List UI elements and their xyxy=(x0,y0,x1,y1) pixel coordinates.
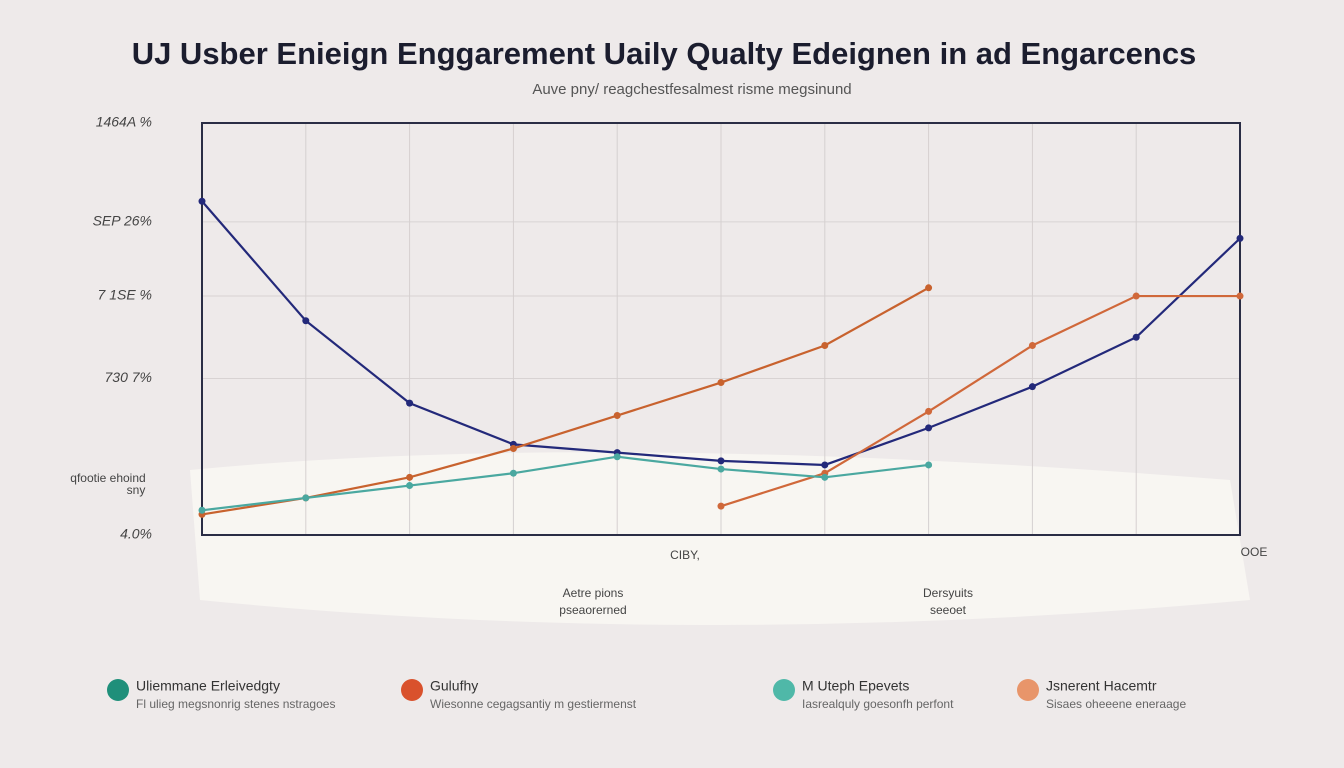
legend-label: Gulufhy xyxy=(430,678,478,694)
chart-subtitle: Auve pny/ reagchestfesalmest risme megsi… xyxy=(532,81,851,98)
annotation: OOE xyxy=(1241,545,1268,559)
data-point xyxy=(302,317,310,325)
data-point xyxy=(1028,383,1036,391)
data-point xyxy=(925,284,933,292)
data-point xyxy=(613,453,621,461)
annotation: pseaorerned xyxy=(559,603,626,617)
annotation: Dersyuits xyxy=(923,586,973,600)
data-point xyxy=(302,494,310,502)
legend-swatch xyxy=(773,679,795,701)
data-point xyxy=(925,461,933,469)
data-point xyxy=(613,412,621,420)
legend-label: Jsnerent Hacemtr xyxy=(1046,678,1157,694)
data-point xyxy=(1132,333,1140,341)
data-point xyxy=(1028,341,1036,349)
legend-description: Wiesonne cegagsantiy m gestiermenst xyxy=(430,697,637,711)
y-tick-label: 4.0% xyxy=(120,526,152,542)
data-point xyxy=(406,399,414,407)
data-point xyxy=(717,502,725,510)
series-line xyxy=(201,455,929,512)
data-point xyxy=(1236,234,1244,242)
legend-swatch xyxy=(1017,679,1039,701)
series-line xyxy=(201,286,930,516)
y-tick-label: 730 7% xyxy=(105,369,152,385)
data-point xyxy=(406,473,414,481)
plot-frame xyxy=(201,122,1241,536)
annotation: seeoet xyxy=(930,603,967,617)
data-point xyxy=(509,469,517,477)
y-tick-label: SEP 26% xyxy=(93,213,152,229)
legend-description: Iasrealquly goesonfh perfont xyxy=(802,697,954,711)
data-point xyxy=(821,341,829,349)
data-point xyxy=(717,379,725,387)
backdrop xyxy=(190,452,1250,625)
data-point xyxy=(1236,292,1244,300)
legend-swatch xyxy=(401,679,423,701)
legend-label: M Uteph Epevets xyxy=(802,678,909,694)
legend-label: Uliemmane Erleivedgty xyxy=(136,678,280,694)
annotation: sny xyxy=(127,483,146,497)
y-tick-label: 7 1SE % xyxy=(98,287,152,303)
legend-swatch xyxy=(107,679,129,701)
data-point xyxy=(198,506,206,514)
y-tick-label: 1464A % xyxy=(96,114,152,130)
legend-description: Fl ulieg megsnonrig stenes nstragoes xyxy=(136,697,335,711)
legend-description: Sisaes oheeene eneraage xyxy=(1046,697,1186,711)
series-line xyxy=(720,294,1240,508)
data-point xyxy=(717,465,725,473)
data-point xyxy=(925,407,933,415)
annotation: qfootie ehoind xyxy=(70,471,145,485)
data-point xyxy=(717,457,725,465)
data-point xyxy=(198,197,206,205)
data-point xyxy=(925,424,933,432)
annotation: Aetre pions xyxy=(563,586,624,600)
data-point xyxy=(821,461,829,469)
chart-title: UJ Usber Enieign Enggarement Uaily Qualt… xyxy=(132,36,1197,71)
annotation: CIBY, xyxy=(670,548,700,562)
data-point xyxy=(1132,292,1140,300)
data-point xyxy=(509,444,517,452)
data-point xyxy=(406,482,414,490)
data-point xyxy=(821,473,829,481)
